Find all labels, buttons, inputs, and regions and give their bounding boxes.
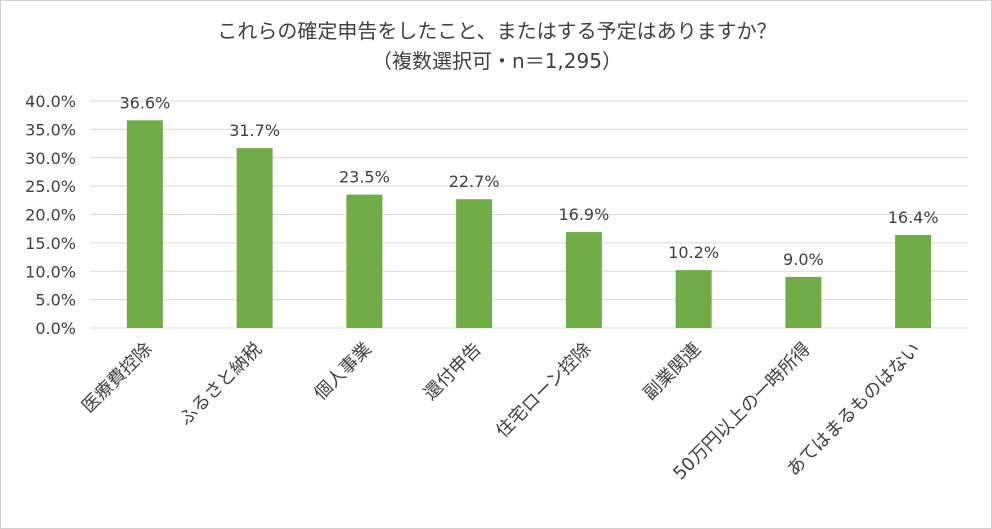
category-label: 個人事業	[310, 339, 376, 405]
data-label: 23.5%	[339, 168, 390, 187]
data-label: 9.0%	[783, 250, 824, 269]
data-label: 16.9%	[558, 205, 609, 224]
data-label: 16.4%	[888, 208, 939, 227]
category-label: 副業関連	[639, 339, 705, 405]
data-label: 10.2%	[668, 243, 719, 262]
category-label: ふるさと納税	[175, 339, 266, 430]
data-label: 31.7%	[229, 121, 280, 140]
category-label: 医療費控除	[78, 339, 156, 417]
y-tick-label: 20.0%	[25, 206, 76, 225]
bar	[675, 270, 712, 328]
y-tick-label: 40.0%	[25, 92, 76, 111]
data-label: 36.6%	[119, 93, 170, 112]
data-labels: 36.6% 31.7% 23.5% 22.7% 16.9% 10.2% 9.0% 16.4%	[119, 93, 938, 269]
chart-subtitle: （複数選択可・n＝1,295）	[372, 49, 622, 73]
bar	[565, 232, 602, 328]
bar	[126, 120, 163, 328]
y-tick-label: 5.0%	[35, 291, 76, 310]
data-label: 22.7%	[449, 172, 500, 191]
bar	[895, 234, 932, 328]
y-axis-ticks: 0.0% 5.0% 10.0% 15.0% 20.0% 25.0% 30.0% 35.0% 40…	[25, 92, 76, 338]
y-tick-label: 30.0%	[25, 149, 76, 168]
x-axis-categories: 医療費控除 ふるさと納税 個人事業 還付申告 住宅ローン控除 副業関連50万円以上の一時所…	[78, 339, 925, 485]
y-tick-label: 35.0%	[25, 120, 76, 139]
y-tick-label: 10.0%	[25, 262, 76, 281]
y-tick-label: 0.0%	[35, 319, 76, 338]
bar	[456, 199, 493, 328]
chart-title: これらの確定申告をしたこと、またはする予定はありますか？	[217, 19, 777, 43]
y-tick-label: 15.0%	[25, 234, 76, 253]
bar	[346, 194, 383, 328]
gridlines	[90, 100, 968, 329]
bar	[236, 148, 273, 328]
bars	[126, 120, 932, 328]
bar	[785, 276, 822, 328]
category-label: 還付申告	[420, 339, 486, 405]
y-tick-label: 25.0%	[25, 177, 76, 196]
category-label: 住宅ローン控除	[492, 339, 595, 442]
